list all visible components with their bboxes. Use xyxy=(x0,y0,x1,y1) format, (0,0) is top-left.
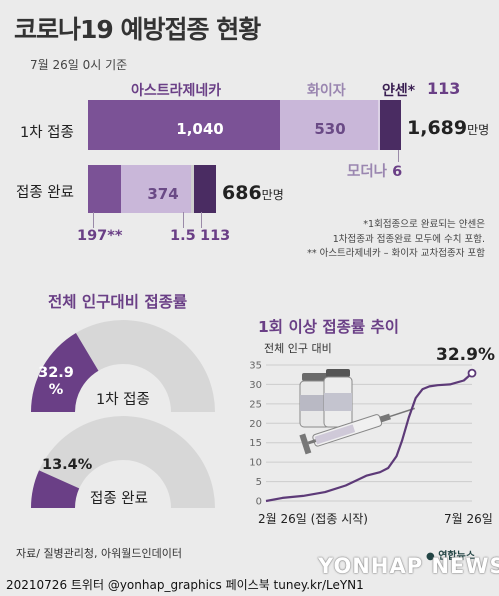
trend-y-ticks: 0 5 10 15 20 25 30 35 xyxy=(249,361,262,508)
vaccine-illustration xyxy=(299,369,415,455)
vial-cap-icon xyxy=(326,369,350,377)
bar-first-pfizer xyxy=(280,100,378,150)
vial-cap-icon xyxy=(302,373,328,381)
donut-first-fill xyxy=(31,332,99,412)
donut-charts xyxy=(31,320,215,508)
moderna-completed-leader xyxy=(183,212,184,228)
vendor-label-az: 아스트라제네카 xyxy=(131,83,222,99)
footnotes: *1회접종으로 완료되는 얀센은 1차접종과 접종완료 모두에 수치 포함. *… xyxy=(307,218,485,262)
bar-first-az xyxy=(88,100,281,150)
bar-first-pfizer-value: 530 xyxy=(314,120,346,138)
completed-total-unit: 만명 xyxy=(261,188,284,202)
moderna-first-value: 6 xyxy=(392,164,403,180)
trend-x-end-label: 7월 26일 xyxy=(444,512,493,526)
donut-completed-background xyxy=(31,416,215,508)
agency-name: 연합뉴스 xyxy=(438,551,476,562)
moderna-label: 모더나 xyxy=(347,164,388,180)
donut-completed-label: 접종 완료 xyxy=(90,491,148,507)
rate-chart-title: 전체 인구대비 접종률 xyxy=(48,293,188,311)
bar-completed-az xyxy=(88,165,121,213)
footer-credit: 20210726 트위터 @yonhap_graphics 페이스북 tuney… xyxy=(6,578,364,592)
vial-label-icon xyxy=(300,395,330,411)
trend-chart-subtitle: 전체 인구 대비 xyxy=(264,342,332,355)
donut-completed-value: 13.4% xyxy=(42,457,93,473)
trend-series-line xyxy=(265,372,473,503)
janssen-completed-leader xyxy=(201,212,202,228)
moderna-first-leader xyxy=(398,150,399,162)
bar-completed-janssen xyxy=(194,165,216,213)
source-note: 자료/ 질병관리청, 아워월드인데이터 xyxy=(16,547,182,560)
moderna-completed-value: 1.5 xyxy=(170,228,196,244)
trend-end-marker xyxy=(467,368,477,378)
date-note: 7월 26일 0시 기준 xyxy=(30,58,128,72)
agency-logo: ● 연합뉴스 xyxy=(426,551,476,562)
page-title: 코로나19 예방접종 현황 xyxy=(14,15,261,44)
first-dose-total: 1,689만명 xyxy=(407,117,489,139)
trend-x-start-label: 2월 26일 (접종 시작) xyxy=(258,512,368,526)
bar-first-az-value: 1,040 xyxy=(176,120,224,138)
footnote-line: 1차접종과 접종완료 모두에 수치 포함. xyxy=(332,233,485,245)
y-tick-label: 30 xyxy=(249,380,262,391)
bar-completed-moderna xyxy=(191,165,194,213)
completed-total-value: 686 xyxy=(222,182,262,204)
vendor-label-pfizer: 화이자 xyxy=(307,83,346,99)
row-label-completed: 접종 완료 xyxy=(16,185,74,201)
donut-first-percent: % xyxy=(48,381,64,398)
trend-last-value: 32.9% xyxy=(436,345,495,365)
donut-first-value: 32.9 % xyxy=(36,365,76,398)
donut-first-label: 1차 접종 xyxy=(96,392,150,408)
watermark: YONHAP NEWS xyxy=(318,554,499,578)
trend-line-chart: 0 5 10 15 20 25 30 35 xyxy=(249,361,477,508)
y-tick-label: 5 xyxy=(256,477,262,488)
janssen-completed-value: 113 xyxy=(200,228,231,244)
y-tick-label: 0 xyxy=(256,497,262,508)
bar-completed-pfizer xyxy=(121,165,191,213)
footnote-line: ** 아스트라제네카 – 화이자 교차접종자 포함 xyxy=(307,248,485,260)
donut-completed-fill xyxy=(31,470,80,508)
y-tick-label: 25 xyxy=(249,399,262,410)
bar-first-janssen xyxy=(380,100,401,150)
y-tick-label: 20 xyxy=(249,419,262,430)
footnote-line: *1회접종으로 완료되는 얀센은 xyxy=(363,219,485,230)
az-completed-value: 197** xyxy=(77,228,123,244)
donut-first-number: 32.9 xyxy=(38,365,74,381)
janssen-first-value-label: 113 xyxy=(427,79,461,98)
bar-completed-pfizer-value: 374 xyxy=(147,185,179,203)
first-dose-total-value: 1,689 xyxy=(407,117,468,139)
vendor-label-janssen: 얀센* xyxy=(382,83,416,99)
az-completed-leader xyxy=(93,212,94,228)
moderna-first-annotation: 모더나 6 xyxy=(347,160,402,181)
row-label-first-dose: 1차 접종 xyxy=(20,125,74,141)
trend-chart-title: 1회 이상 접종률 추이 xyxy=(258,318,400,336)
bar-first-moderna xyxy=(378,100,381,150)
y-tick-label: 35 xyxy=(249,361,262,372)
vial-label-icon xyxy=(324,393,352,411)
y-tick-label: 15 xyxy=(249,438,262,449)
syringe-icon xyxy=(299,407,415,455)
first-dose-total-unit: 만명 xyxy=(467,123,490,137)
y-tick-label: 10 xyxy=(249,458,262,469)
completed-total: 686만명 xyxy=(222,182,284,204)
